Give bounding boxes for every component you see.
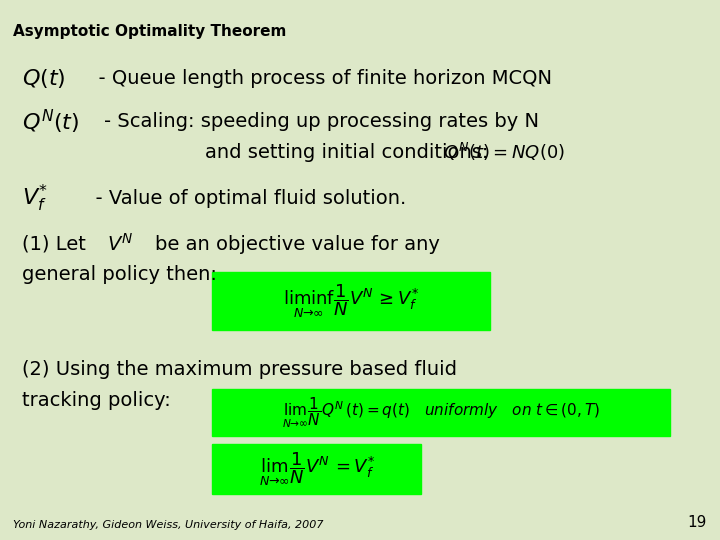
Text: be an objective value for any: be an objective value for any: [155, 234, 440, 254]
Text: tracking policy:: tracking policy:: [22, 391, 171, 410]
FancyBboxPatch shape: [212, 444, 421, 494]
Text: $\lim_{N \to \infty} \dfrac{1}{N} V^N = V_f^{*}$: $\lim_{N \to \infty} \dfrac{1}{N} V^N = …: [258, 451, 375, 488]
Text: and setting initial conditions:: and setting initial conditions:: [205, 143, 489, 162]
Text: - Queue length process of finite horizon MCQN: - Queue length process of finite horizon…: [86, 69, 552, 88]
Text: $Q^{N}(t)$: $Q^{N}(t)$: [22, 107, 79, 136]
Text: $Q(t)$: $Q(t)$: [22, 67, 66, 90]
Text: (1) Let: (1) Let: [22, 234, 86, 254]
Text: 19: 19: [688, 515, 707, 530]
Text: $\lim_{N \to \infty} \dfrac{1}{N} Q^N(t) = q(t) \quad \mathit{uniformly} \quad o: $\lim_{N \to \infty} \dfrac{1}{N} Q^N(t)…: [282, 395, 600, 430]
Text: $Q^{N}(t) = NQ(0)$: $Q^{N}(t) = NQ(0)$: [443, 141, 565, 163]
Text: - Scaling: speeding up processing rates by N: - Scaling: speeding up processing rates …: [104, 112, 539, 131]
Text: $\liminf_{N \to \infty} \dfrac{1}{N} V^N \geq V_f^{*}$: $\liminf_{N \to \infty} \dfrac{1}{N} V^N…: [283, 283, 418, 320]
FancyBboxPatch shape: [212, 272, 490, 330]
Text: Asymptotic Optimality Theorem: Asymptotic Optimality Theorem: [13, 24, 287, 39]
Text: $V^{N}$: $V^{N}$: [107, 233, 133, 255]
Text: - Value of optimal fluid solution.: - Value of optimal fluid solution.: [83, 189, 406, 208]
Text: (2) Using the maximum pressure based fluid: (2) Using the maximum pressure based flu…: [22, 360, 456, 380]
Text: $V_{f}^{*}$: $V_{f}^{*}$: [22, 183, 48, 214]
FancyBboxPatch shape: [212, 389, 670, 436]
Text: general policy then:: general policy then:: [22, 265, 217, 284]
Text: Yoni Nazarathy, Gideon Weiss, University of Haifa, 2007: Yoni Nazarathy, Gideon Weiss, University…: [13, 520, 323, 530]
